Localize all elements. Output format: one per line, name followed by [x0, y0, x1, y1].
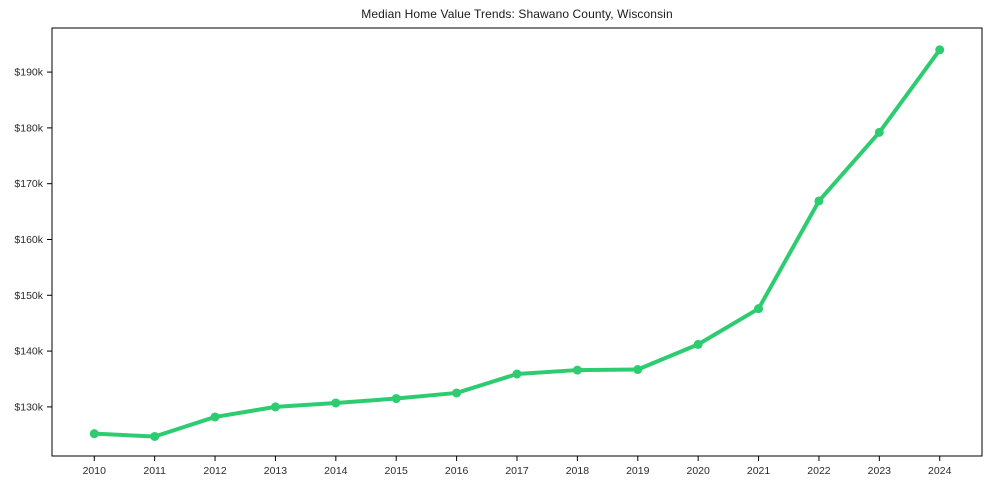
x-tick-label: 2019	[626, 465, 650, 477]
y-tick-label: $140k	[14, 346, 43, 358]
x-tick-label: 2017	[505, 465, 529, 477]
x-tick-label: 2023	[868, 465, 892, 477]
data-point-marker	[754, 304, 764, 314]
data-point-marker	[633, 365, 643, 375]
data-point-marker	[89, 429, 99, 439]
plot-frame	[51, 27, 983, 457]
x-tick-label: 2013	[264, 465, 288, 477]
data-point-marker	[210, 412, 220, 422]
y-tick-label: $130k	[14, 401, 43, 413]
x-tick-label: 2015	[385, 465, 409, 477]
x-tick-label: 2022	[807, 465, 831, 477]
data-point-marker	[331, 398, 341, 408]
x-tick-label: 2020	[686, 465, 710, 477]
y-tick-label: $150k	[14, 290, 43, 302]
data-point-marker	[935, 45, 945, 55]
data-point-marker	[150, 431, 160, 441]
x-tick-label: 2010	[83, 465, 107, 477]
y-tick-label: $170k	[14, 178, 43, 190]
data-point-marker	[270, 402, 280, 412]
x-tick-label: 2014	[324, 465, 348, 477]
data-point-marker	[572, 365, 582, 375]
chart-title: Median Home Value Trends: Shawano County…	[361, 7, 673, 21]
x-tick-label: 2016	[445, 465, 469, 477]
data-point-marker	[814, 196, 824, 206]
x-tick-label: 2021	[747, 465, 771, 477]
x-tick-label: 2024	[928, 465, 952, 477]
data-point-marker	[693, 339, 703, 349]
x-tick-label: 2011	[143, 465, 166, 477]
x-tick-label: 2018	[566, 465, 590, 477]
y-tick-label: $160k	[14, 234, 43, 246]
x-tick-label: 2012	[203, 465, 227, 477]
data-point-marker	[512, 369, 522, 379]
data-point-marker	[874, 127, 884, 137]
y-tick-label: $180k	[14, 122, 43, 134]
data-point-marker	[452, 388, 462, 398]
y-tick-label: $190k	[14, 67, 43, 79]
data-point-marker	[391, 394, 401, 404]
